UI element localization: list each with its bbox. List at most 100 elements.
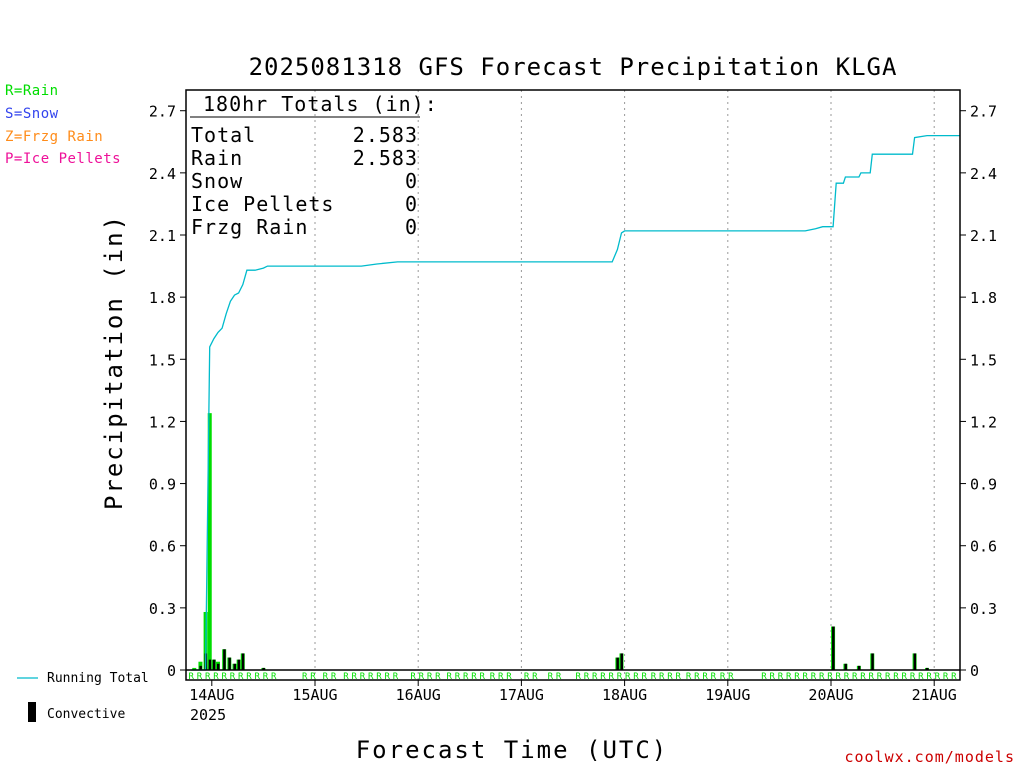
running-total-series xyxy=(191,134,960,671)
x-tick-label: 20AUG xyxy=(808,686,853,704)
ptype-rain-mark: R xyxy=(455,672,461,682)
x-tick-label: 17AUG xyxy=(499,686,544,704)
ptype-rain-mark: R xyxy=(659,672,665,682)
ptype-rain-mark: R xyxy=(617,672,623,682)
ptype-rain-mark: R xyxy=(827,672,833,682)
ptype-rain-mark: R xyxy=(360,672,366,682)
ptype-rain-mark: R xyxy=(584,672,590,682)
year-label: 2025 xyxy=(190,706,226,724)
running-total-line xyxy=(191,134,960,671)
y-tick-label-left: 2.4 xyxy=(149,165,176,183)
ptype-rain-mark: R xyxy=(811,672,817,682)
ptype-rain-mark: R xyxy=(852,672,858,682)
convective-bar xyxy=(216,663,220,670)
ptype-rain-mark: R xyxy=(427,672,433,682)
legend-snow-key: S=Snow xyxy=(5,106,59,122)
ptype-rain-mark: R xyxy=(786,672,792,682)
ptype-rain-mark: R xyxy=(902,672,908,682)
ptype-rain-mark: R xyxy=(720,672,726,682)
ptype-rain-mark: R xyxy=(778,672,784,682)
x-tick-label: 16AUG xyxy=(396,686,441,704)
legend-rain-key: R=Rain xyxy=(5,83,59,99)
y-tick-label-right: 1.8 xyxy=(970,289,997,307)
y-tick-label-right: 2.7 xyxy=(970,103,997,121)
legend-frzg-rain-key: Z=Frzg Rain xyxy=(5,129,103,145)
y-tick-label-right: 2.1 xyxy=(970,227,997,245)
ptype-rain-mark: R xyxy=(641,672,647,682)
ptype-rain-mark: R xyxy=(230,672,236,682)
convective-bar xyxy=(228,657,231,670)
precip-bars xyxy=(192,413,929,670)
ptype-rain-mark: R xyxy=(935,672,941,682)
totals-label-snow: Snow xyxy=(191,169,243,193)
totals-label-frzg-rain: Frzg Rain xyxy=(191,215,308,239)
convective-bar xyxy=(925,667,929,670)
ptype-rain-mark: R xyxy=(686,672,692,682)
ptype-rain-mark: R xyxy=(506,672,512,682)
convective-bar xyxy=(871,653,874,670)
ptype-rain-mark: R xyxy=(490,672,496,682)
totals-value-ice-pellets: 0 xyxy=(405,192,418,216)
ptype-rain-mark: R xyxy=(819,672,825,682)
ptype-rain-mark: R xyxy=(246,672,252,682)
chart-title: 2025081318 GFS Forecast Precipitation KL… xyxy=(249,53,898,81)
ptype-rain-mark: R xyxy=(343,672,349,682)
convective-bar xyxy=(616,657,619,670)
grid-lines xyxy=(314,90,935,680)
convective-bar xyxy=(237,659,241,670)
rain-bar xyxy=(207,413,212,670)
ptype-rain-mark: R xyxy=(376,672,382,682)
ptype-rain-mark: R xyxy=(918,672,924,682)
ptype-rain-mark: R xyxy=(238,672,244,682)
x-tick-label: 19AUG xyxy=(705,686,750,704)
y-tick-label-right: 1.2 xyxy=(970,413,997,431)
ptype-rain-mark: R xyxy=(479,672,485,682)
convective-bar xyxy=(208,659,212,670)
legend-convective-label: Convective xyxy=(47,707,125,722)
x-tick-label: 21AUG xyxy=(912,686,957,704)
y-tick-label-left: 2.1 xyxy=(149,227,176,245)
y-tick-label-right: 0 xyxy=(970,662,979,680)
ptype-rain-mark: R xyxy=(368,672,374,682)
y-tick-label-right: 0.3 xyxy=(970,600,997,618)
ptype-rain-mark: R xyxy=(951,672,957,682)
ptype-rain-mark: R xyxy=(524,672,530,682)
convective-bar xyxy=(832,626,835,670)
x-tick-label: 15AUG xyxy=(292,686,337,704)
ptype-rain-mark: R xyxy=(794,672,800,682)
ptype-rain-mark: R xyxy=(498,672,504,682)
ptype-rain-mark: R xyxy=(323,672,329,682)
ptype-rain-mark: R xyxy=(728,672,734,682)
ptype-rain-mark: R xyxy=(302,672,308,682)
y-tick-label-left: 0.3 xyxy=(149,600,176,618)
ptype-rain-mark: R xyxy=(694,672,700,682)
totals-label-rain: Rain xyxy=(191,146,243,170)
x-tick-label: 18AUG xyxy=(602,686,647,704)
ptype-rain-mark: R xyxy=(197,672,203,682)
ptype-rain-mark: R xyxy=(331,672,337,682)
ptype-rain-mark: R xyxy=(471,672,477,682)
totals-value-frzg-rain: 0 xyxy=(405,215,418,239)
convective-bar xyxy=(844,663,847,670)
convective-bar xyxy=(233,663,237,670)
ptype-rain-mark: R xyxy=(877,672,883,682)
ptype-rain-mark: R xyxy=(860,672,866,682)
totals-value-total: 2.583 xyxy=(353,123,418,147)
ptype-rain-mark: R xyxy=(910,672,916,682)
ptype-rain-mark: R xyxy=(608,672,614,682)
convective-bar xyxy=(223,649,226,670)
y-tick-label-left: 2.7 xyxy=(149,103,176,121)
plot-frame xyxy=(185,89,961,681)
ptype-rain-mark: R xyxy=(556,672,562,682)
ptype-rain-mark: R xyxy=(435,672,441,682)
ptype-rain-mark: R xyxy=(393,672,399,682)
totals-label-ice-pellets: Ice Pellets xyxy=(191,192,334,216)
ptype-rain-mark: R xyxy=(188,672,194,682)
convective-bar xyxy=(913,653,917,670)
ptype-rain-mark: R xyxy=(263,672,269,682)
y-tick-label-left: 0 xyxy=(167,662,176,680)
ptype-rain-mark: R xyxy=(592,672,598,682)
x-ticks: 14AUG 15AUG 16AUG 17AUG 18AUG 19AUG 20AUG 21AUG xyxy=(186,669,960,704)
ptype-rain-mark: R xyxy=(463,672,469,682)
